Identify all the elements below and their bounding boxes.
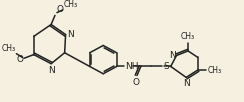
Text: CH₃: CH₃ [1, 44, 15, 53]
Text: CH₃: CH₃ [64, 0, 78, 9]
Text: N: N [183, 79, 190, 88]
Text: N: N [68, 30, 74, 39]
Text: NH: NH [125, 62, 139, 71]
Text: CH₃: CH₃ [207, 66, 222, 75]
Text: CH₃: CH₃ [181, 32, 195, 41]
Text: O: O [16, 55, 23, 64]
Text: S: S [163, 62, 169, 71]
Text: N: N [48, 65, 55, 75]
Text: N: N [169, 51, 175, 60]
Text: O: O [133, 78, 140, 87]
Text: O: O [56, 6, 63, 14]
